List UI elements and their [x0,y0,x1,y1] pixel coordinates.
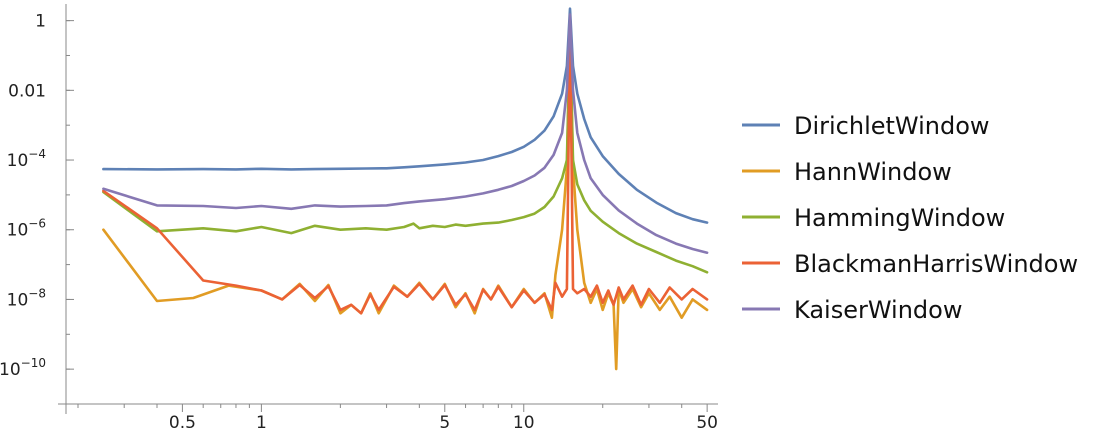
series-lines [102,7,709,371]
x-tick-label: 0.5 [169,413,196,433]
y-tick-label: 0.01 [8,81,46,101]
legend-label: DirichletWindow [794,112,990,140]
y-tick-label: 1 [35,12,46,32]
y-tick-base: 10 [0,360,21,380]
y-tick-exponent: −4 [28,147,46,161]
series-line-dirichletwindow [102,7,709,224]
legend-label: KaiserWindow [794,296,962,324]
legend-label: HannWindow [794,158,952,186]
x-tick-label: 5 [439,413,450,433]
series-line-hammingwindow [102,27,709,274]
y-tick-base: 10 [7,290,29,310]
x-tick-label: 50 [696,413,718,433]
y-tick-exponent: −8 [28,286,46,300]
y-tick-label: 10−4 [7,147,46,171]
y-tick-exponent: −10 [21,356,46,370]
y-tick-base: 1 [35,12,46,32]
series-line-blackmanharriswindow [102,20,709,315]
legend-label: BlackmanHarrisWindow [794,250,1078,278]
series-line-hannwindow [102,29,709,371]
x-tick-label: 10 [513,413,535,433]
y-tick-base: 10 [7,151,29,171]
y-tick-exponent: −6 [28,217,46,231]
legend: DirichletWindow HannWindow HammingWindow Bl… [742,112,1078,324]
x-tick-label: 1 [256,413,267,433]
y-tick-label: 10−10 [0,356,46,380]
y-tick-base: 0.01 [8,81,46,101]
y-tick-label: 10−6 [7,217,46,241]
y-tick-label: 10−8 [7,286,46,310]
series-line-kaiserwindow [102,13,709,254]
y-tick-base: 10 [7,221,29,241]
legend-label: HammingWindow [794,204,1005,232]
